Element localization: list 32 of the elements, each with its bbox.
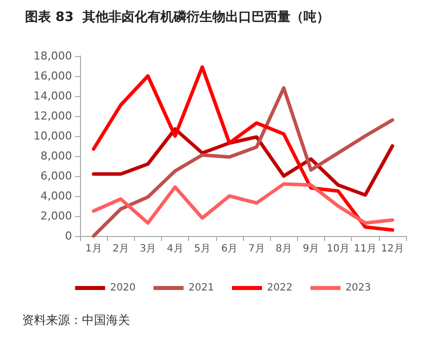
x-tick-label: 8月 — [276, 244, 292, 254]
text: 资料来源：中国海关 — [22, 313, 130, 327]
y-tick-label: 14,000 — [34, 90, 72, 102]
line-series — [92, 86, 394, 238]
line-series — [92, 65, 394, 232]
x-tick-label: 3月 — [140, 244, 156, 254]
y-tick-label: 6,000 — [40, 170, 72, 182]
y-tick-label: 16,000 — [34, 70, 72, 82]
legend-label: 2022 — [267, 282, 292, 294]
y-tick-label: 10,000 — [34, 130, 72, 142]
y-tick-label: 18,000 — [34, 50, 72, 62]
chart-title: 图表 83 其他非卤化有机磷衍生物出口巴西量（吨） — [25, 10, 330, 25]
x-tick-label: 12月 — [381, 244, 404, 254]
x-tick-label: 1月 — [85, 244, 102, 254]
y-tick-label: 0 — [65, 230, 72, 242]
x-tick-label: 7月 — [248, 244, 265, 254]
legend-label: 2020 — [110, 282, 136, 294]
x-tick-label: 6月 — [221, 244, 238, 254]
line-series — [92, 127, 394, 197]
x-tick-label: 2月 — [112, 244, 129, 254]
y-tick-label: 8,000 — [40, 150, 72, 162]
x-tick-label: 10月 — [326, 244, 350, 254]
x-tick-label: 9月 — [302, 244, 320, 254]
line-series — [92, 182, 394, 225]
x-tick-label: 4月 — [166, 244, 184, 254]
x-tick-label: 11月 — [354, 244, 377, 254]
y-tick-label: 4,000 — [40, 190, 72, 202]
legend-label: 2021 — [188, 282, 214, 294]
y-tick-label: 2,000 — [40, 210, 72, 222]
legend-label: 2023 — [345, 282, 371, 294]
y-tick-label: 12,000 — [34, 110, 72, 122]
x-tick-label: 5月 — [194, 244, 210, 254]
